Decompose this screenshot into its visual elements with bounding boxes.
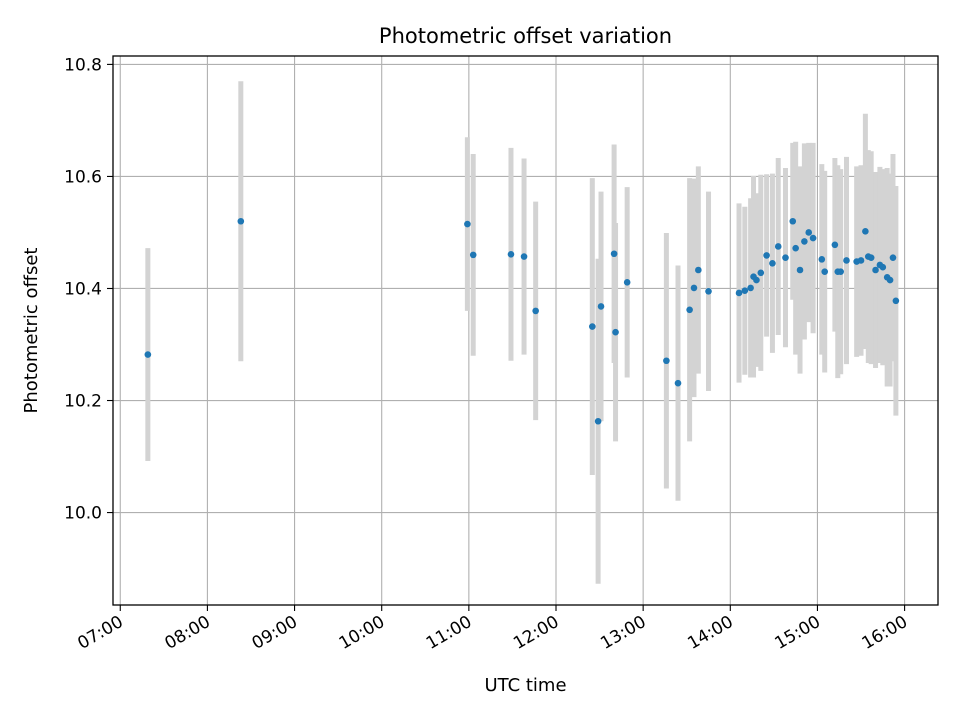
data-point <box>821 268 829 275</box>
data-point <box>872 266 879 274</box>
x-tick-label: 13:00 <box>597 612 649 654</box>
data-point <box>792 244 799 252</box>
data-points <box>144 217 900 425</box>
data-point <box>892 297 900 305</box>
data-point <box>237 217 245 225</box>
data-point <box>507 251 515 258</box>
y-tick-label: 10.8 <box>64 55 102 75</box>
data-point <box>818 256 826 263</box>
x-tick-label: 09:00 <box>249 612 301 654</box>
data-point <box>686 306 693 314</box>
data-point <box>705 287 712 295</box>
data-point <box>769 259 776 267</box>
error-bars <box>145 81 899 584</box>
x-axis-ticks: 07:00 08:00 09:00 10:00 11:00 12:00 13:00 14:00… <box>74 605 911 654</box>
data-point <box>774 243 782 250</box>
data-point <box>879 263 887 271</box>
data-point <box>597 303 605 310</box>
data-point <box>594 417 602 425</box>
data-point <box>532 307 539 315</box>
x-axis-title: UTC time <box>484 675 566 696</box>
data-point <box>843 257 850 264</box>
x-tick-label: 10:00 <box>336 612 388 654</box>
data-point <box>674 379 682 387</box>
data-point <box>747 284 754 292</box>
data-point <box>690 284 698 292</box>
data-point <box>589 323 596 330</box>
data-point <box>782 254 789 261</box>
data-point <box>837 268 844 275</box>
y-tick-label: 10.2 <box>64 392 102 412</box>
plot-area-frame <box>112 55 939 606</box>
y-axis-title: Photometric offset <box>21 248 42 414</box>
data-point <box>741 287 749 295</box>
y-tick-label: 10.0 <box>64 504 102 524</box>
data-point <box>867 254 875 261</box>
x-tick-label: 11:00 <box>423 612 475 654</box>
x-tick-label: 12:00 <box>510 612 562 654</box>
data-point <box>831 241 839 249</box>
data-point <box>735 289 743 297</box>
data-point <box>757 269 765 277</box>
chart-title: Photometric offset variation <box>379 24 672 48</box>
data-point <box>805 229 813 236</box>
data-point <box>857 257 865 264</box>
data-point <box>520 253 528 260</box>
data-point <box>623 279 631 286</box>
data-point <box>469 251 477 259</box>
x-tick-label: 07:00 <box>74 612 126 654</box>
data-point <box>763 252 770 259</box>
x-tick-label: 16:00 <box>859 612 911 654</box>
data-point <box>612 328 619 336</box>
data-point <box>144 351 152 358</box>
data-point <box>862 228 869 235</box>
data-point <box>663 357 670 365</box>
y-tick-label: 10.6 <box>64 167 102 187</box>
data-point <box>809 234 817 242</box>
data-point <box>801 238 808 245</box>
x-tick-label: 14:00 <box>684 612 736 654</box>
data-point <box>753 276 760 284</box>
x-tick-label: 08:00 <box>161 612 213 654</box>
data-point <box>889 254 897 261</box>
data-point <box>886 276 894 284</box>
data-point <box>610 250 618 258</box>
data-point <box>796 266 804 274</box>
y-tick-label: 10.4 <box>64 279 102 299</box>
data-point <box>695 266 702 274</box>
data-point <box>464 220 471 228</box>
y-axis-ticks: 10.0 10.2 10.4 10.6 10.8 <box>64 55 113 524</box>
data-point <box>789 217 797 225</box>
x-tick-label: 15:00 <box>772 612 824 654</box>
